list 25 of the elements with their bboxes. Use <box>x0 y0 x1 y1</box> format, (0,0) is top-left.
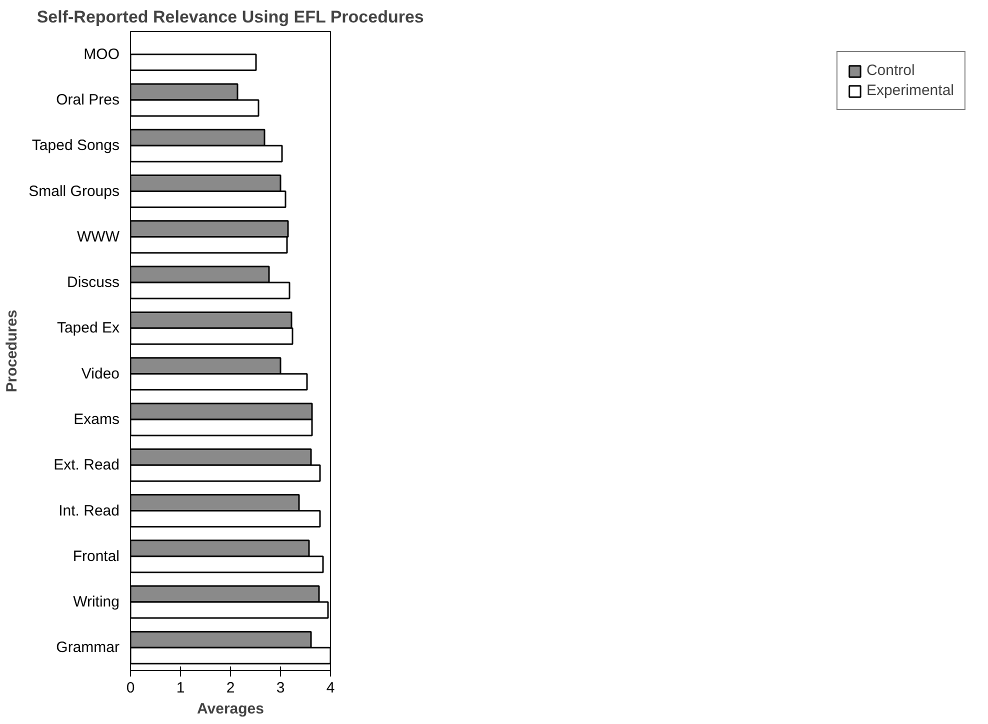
bar <box>130 54 257 72</box>
legend-label: Control <box>866 62 915 79</box>
x-tick-label: 0 <box>126 680 135 696</box>
y-tick-label: Taped Songs <box>32 137 120 154</box>
y-tick-label: WWW <box>77 228 120 246</box>
y-tick-label: Small Groups <box>28 182 120 200</box>
y-tick-label: Oral Pres <box>56 91 120 108</box>
y-tick-label: MOO <box>84 46 120 63</box>
y-tick-label: Discuss <box>66 274 120 292</box>
x-tick-label: 4 <box>326 680 335 696</box>
y-tick-label: Frontal <box>72 548 120 565</box>
y-tick-label: Grammar <box>56 639 120 656</box>
x-tick-label: 3 <box>276 680 285 696</box>
y-tick-label: Writing <box>73 594 120 611</box>
y-tick-label: Taped Ex <box>56 320 120 337</box>
y-tick-label: Ext. Read <box>54 456 120 474</box>
y-axis-title: Procedures <box>4 310 21 392</box>
legend-label: Experimental <box>866 82 954 99</box>
x-axis-title: Averages <box>197 700 264 718</box>
chart-title: Self-Reported Relevance Using EFL Procedures <box>36 8 424 26</box>
y-tick-label: Exams <box>74 410 120 428</box>
y-tick-label: Video <box>81 365 120 382</box>
x-tick-label: 1 <box>176 680 185 696</box>
y-tick-label: Int. Read <box>58 502 120 520</box>
x-tick-label: 2 <box>226 680 235 696</box>
